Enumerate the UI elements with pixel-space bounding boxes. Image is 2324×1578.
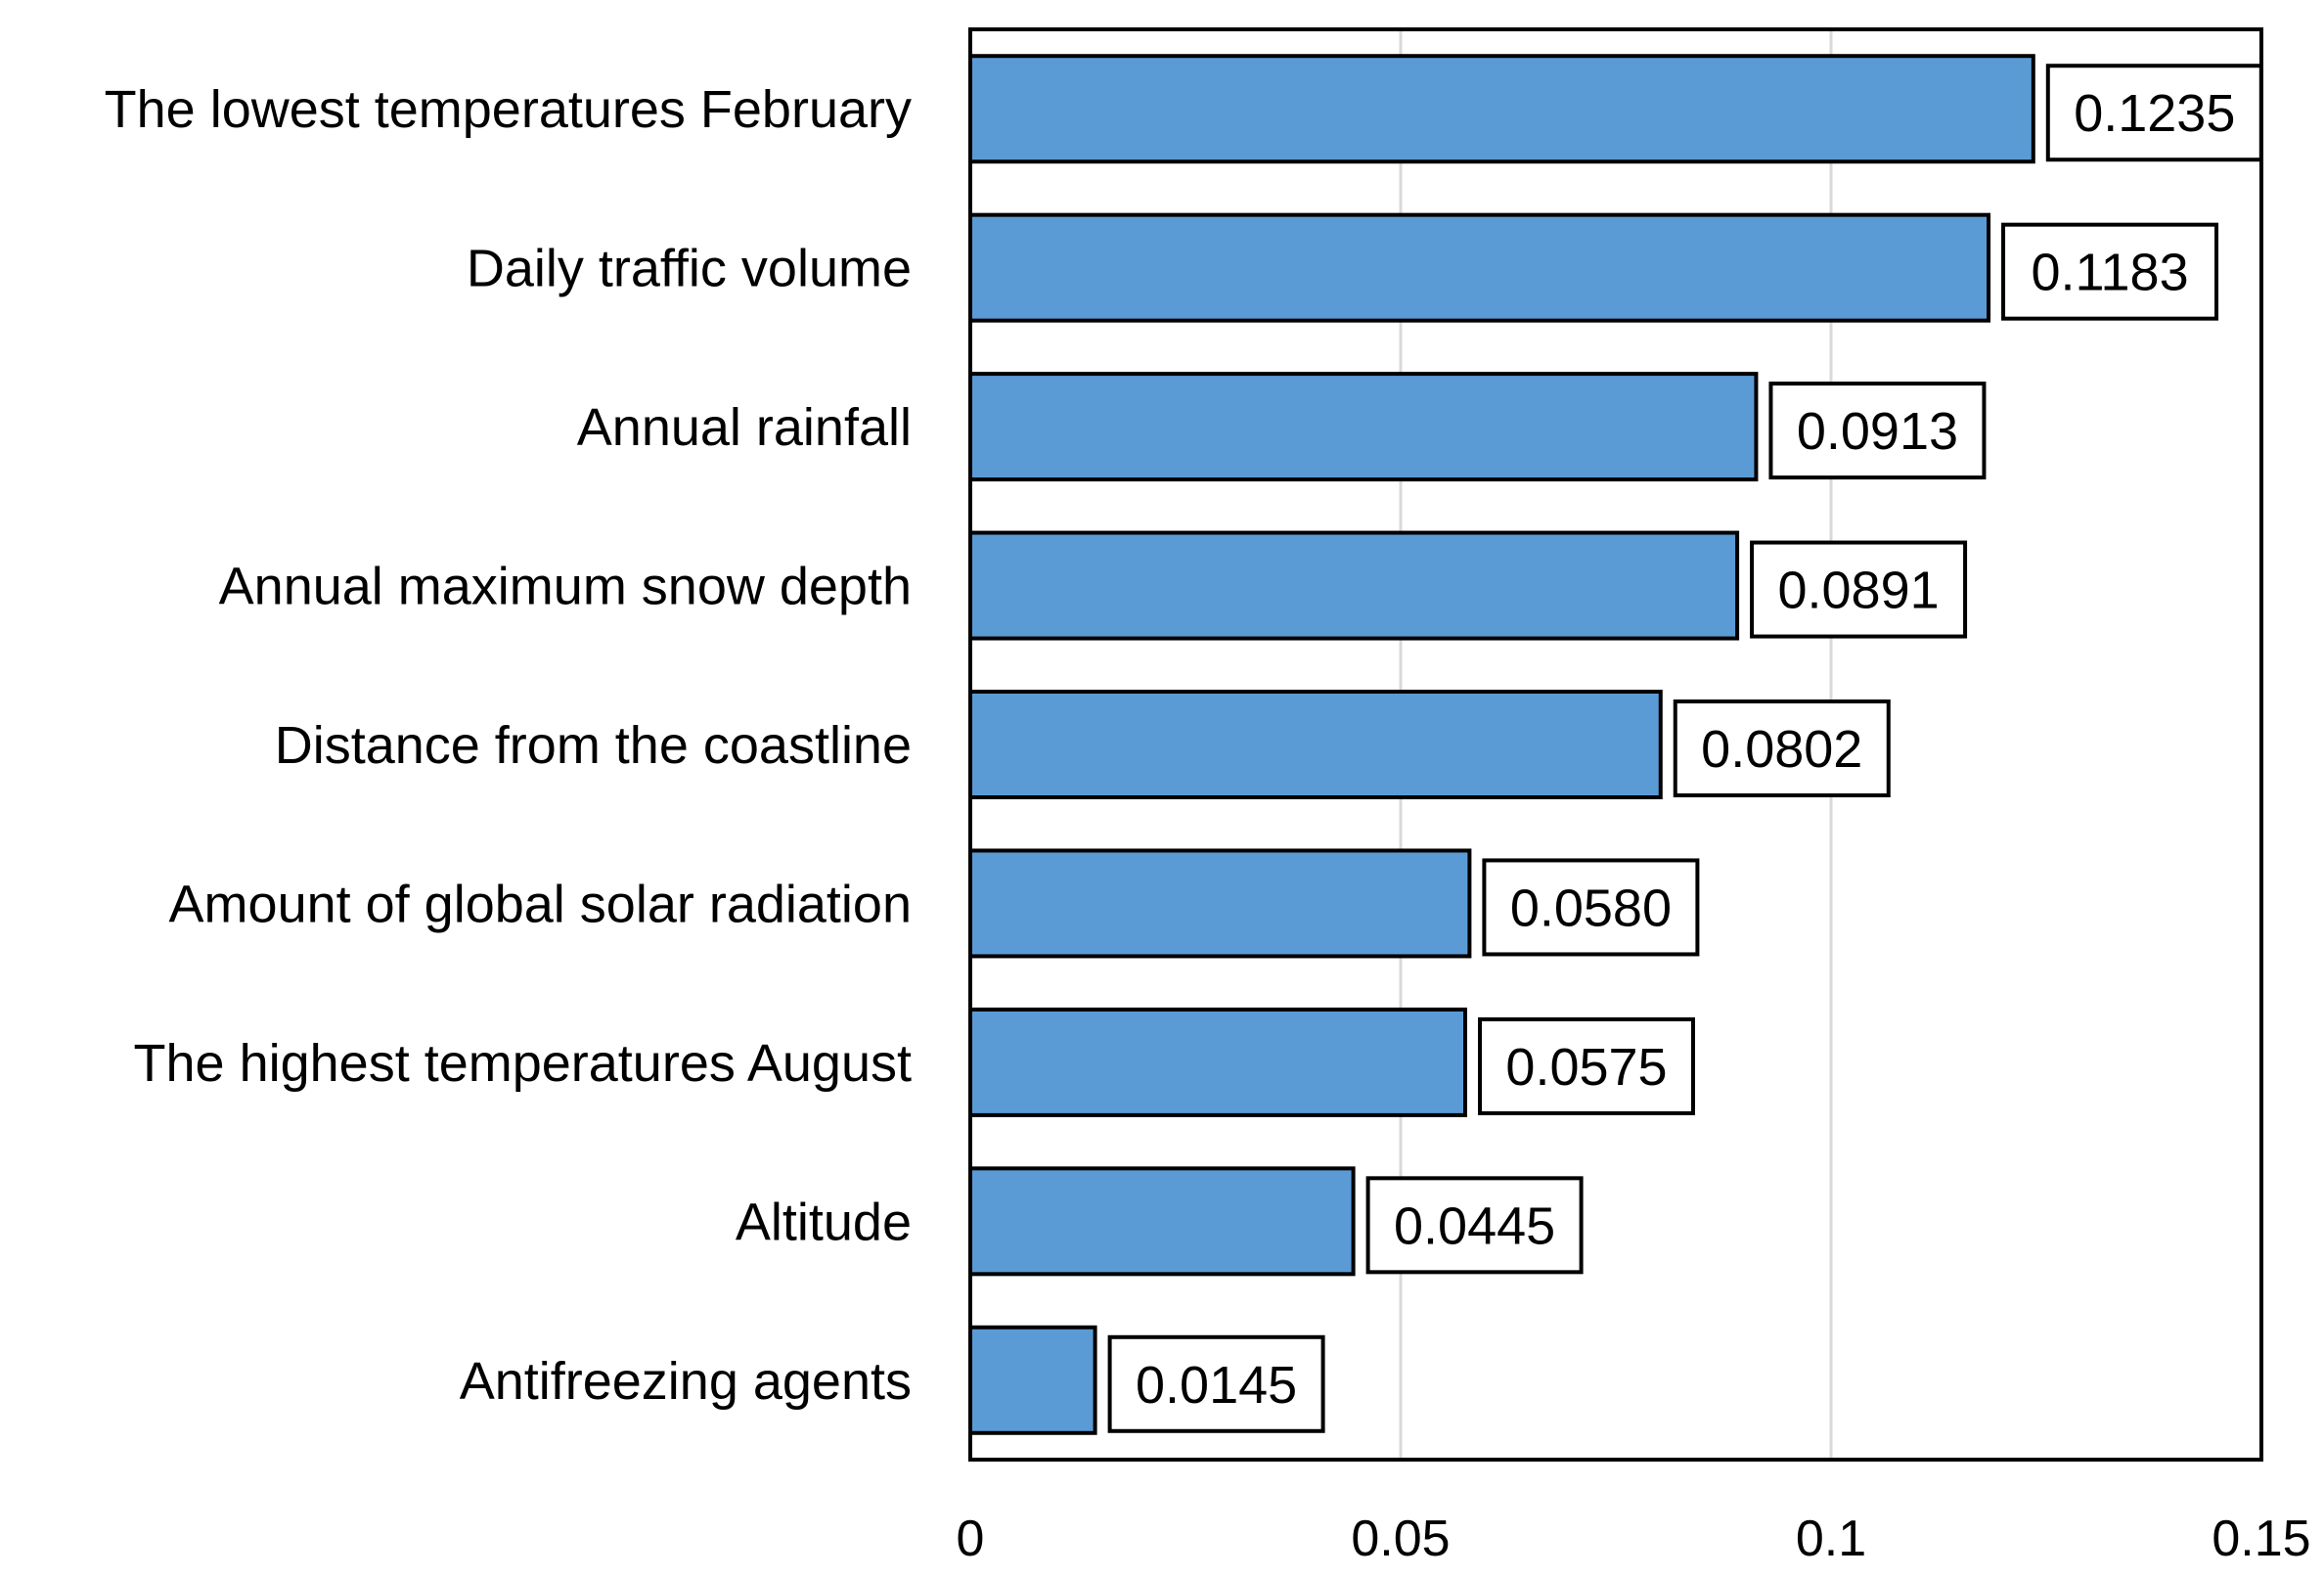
value-label-box-5	[1482, 858, 1700, 957]
value-label-1: 0.1183	[2031, 244, 2188, 302]
x-tick-label-0: 0	[957, 1510, 985, 1567]
value-label-box-7	[1365, 1176, 1584, 1275]
bar-5	[968, 848, 1472, 959]
bar-7	[968, 1166, 1356, 1277]
category-label-7: Altitude	[736, 1193, 912, 1251]
value-label-box-1	[2001, 222, 2219, 321]
value-label-2: 0.0913	[1797, 402, 1958, 461]
value-label-6: 0.0575	[1505, 1038, 1667, 1097]
bar-3	[968, 530, 1740, 641]
category-labels: The lowest temperatures February Daily tr…	[105, 80, 912, 1411]
value-label-3: 0.0891	[1777, 562, 1939, 620]
category-label-0: The lowest temperatures February	[105, 80, 912, 139]
bar-8	[968, 1325, 1097, 1435]
category-label-1: Daily traffic volume	[467, 240, 912, 298]
value-label-4: 0.0802	[1701, 720, 1862, 779]
x-tick-label-1: 0.05	[1351, 1510, 1450, 1567]
category-label-4: Distance from the coastline	[275, 716, 912, 775]
x-tick-label-2: 0.1	[1796, 1510, 1866, 1567]
category-label-6: The highest temperatures August	[134, 1034, 912, 1093]
category-label-8: Antifreezing agents	[460, 1352, 912, 1411]
x-tick-label-3: 0.15	[2212, 1510, 2310, 1567]
value-label-7: 0.0445	[1394, 1196, 1555, 1255]
value-label-5: 0.0580	[1510, 879, 1672, 937]
x-axis-tick-labels: 0 0.05 0.1 0.15	[957, 1510, 2311, 1567]
value-label-box-8	[1107, 1334, 1325, 1433]
category-label-5: Amount of global solar radiation	[169, 875, 912, 933]
value-label-box-3	[1750, 540, 1968, 639]
value-label-0: 0.1235	[2074, 84, 2235, 143]
value-label-box-2	[1768, 382, 1987, 480]
value-label-box-4	[1673, 699, 1891, 797]
category-label-3: Annual maximum snow depth	[219, 558, 912, 616]
value-label-box-6	[1478, 1016, 1695, 1115]
bar-4	[968, 690, 1663, 799]
bar-0	[968, 54, 2035, 164]
value-label-8: 0.0145	[1136, 1356, 1297, 1415]
value-labels: 0.1235 0.1183 0.0913 0.0891 0.0802 0.0580 0.05…	[1107, 64, 2263, 1433]
plot-frame	[968, 27, 2263, 1462]
bar-1	[968, 212, 1991, 323]
bar-2	[968, 372, 1759, 482]
bar-6	[968, 1007, 1467, 1117]
category-label-2: Annual rainfall	[577, 398, 912, 457]
